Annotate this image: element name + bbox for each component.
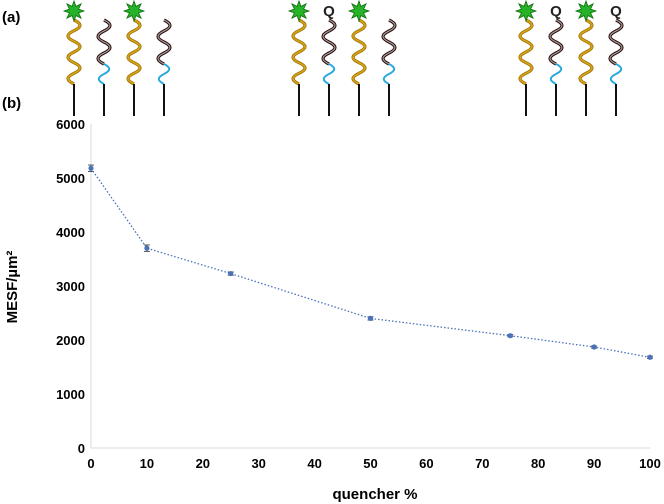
fluorophore-star-icon: [514, 0, 538, 23]
helix: [292, 19, 306, 85]
helix: [609, 19, 623, 65]
dna-strand-plain: [156, 18, 172, 116]
helix: [382, 19, 396, 65]
helix: [127, 19, 141, 85]
data-points: [88, 165, 653, 360]
quencher-label: Q: [610, 3, 622, 20]
line-chart: 0 1000 2000 3000 4000 5000 6000 0 10 20 30 40 50 60 7…: [4, 117, 661, 503]
helix: [67, 19, 81, 85]
strand-group: [62, 0, 172, 116]
helix: [352, 19, 366, 85]
error-bars: [88, 164, 653, 359]
dna-strand-fluor: [122, 0, 146, 116]
dna-strand-fluor: [574, 0, 598, 116]
data-point: [507, 333, 513, 339]
y-tick-label: 2000: [56, 333, 85, 348]
x-tick-label: 50: [363, 456, 377, 471]
quencher-label: Q: [550, 3, 562, 20]
helix: [549, 19, 563, 65]
helix: [322, 19, 336, 65]
spacer: [322, 63, 336, 85]
dna-strand-quencher: Q: [608, 3, 624, 116]
x-tick-label: 20: [196, 456, 210, 471]
y-tick-label: 3000: [56, 279, 85, 294]
data-point: [367, 315, 374, 321]
x-tick-label: 100: [639, 456, 661, 471]
fluorophore-star-icon: [62, 0, 86, 23]
y-tick-label: 6000: [56, 117, 85, 132]
helix: [579, 19, 593, 85]
spacer: [157, 63, 171, 85]
fluorophore-star-icon: [574, 0, 598, 23]
helix: [157, 19, 171, 65]
quencher-label: Q: [323, 3, 335, 20]
spacer: [549, 63, 563, 85]
spacer: [382, 63, 396, 85]
y-tick-label: 1000: [56, 387, 85, 402]
data-point: [647, 354, 653, 360]
x-tick-label: 0: [87, 456, 94, 471]
fluorophore-star-icon: [287, 0, 311, 23]
data-point: [144, 245, 150, 251]
x-tick-label: 40: [307, 456, 321, 471]
fluorophore-star-icon: [122, 0, 146, 23]
y-tick-label: 5000: [56, 171, 85, 186]
data-point: [591, 344, 597, 350]
spacer: [609, 63, 623, 85]
x-axis-title: quencher %: [332, 486, 417, 503]
dna-strand-quencher: Q: [548, 3, 564, 116]
data-point: [228, 270, 234, 277]
y-tick-label: 0: [78, 441, 85, 456]
data-point: [88, 165, 94, 171]
dna-strand-fluor: [514, 0, 538, 116]
series-line: [90, 167, 651, 358]
dna-strand-quencher: Q: [321, 3, 337, 116]
x-tick-label: 30: [251, 456, 265, 471]
x-tick-label: 10: [140, 456, 154, 471]
x-tick-label: 60: [419, 456, 433, 471]
y-tick-labels: 0 1000 2000 3000 4000 5000 6000: [56, 117, 85, 456]
x-tick-label: 90: [587, 456, 601, 471]
dna-strand-plain: [96, 18, 112, 116]
x-tick-label: 80: [531, 456, 545, 471]
strand-group: Q: [287, 0, 397, 116]
helix: [519, 19, 533, 85]
y-axis-title: MESF/µm²: [4, 251, 21, 324]
helix: [97, 19, 111, 65]
dna-strand-plain: [381, 18, 397, 116]
y-tick-label: 4000: [56, 225, 85, 240]
x-tick-label: 70: [475, 456, 489, 471]
dna-strand-fluor: [287, 0, 311, 116]
fluorophore-star-icon: [347, 0, 371, 23]
x-tick-labels: 0 10 20 30 40 50 60 70 80 90 100: [87, 456, 660, 471]
spacer: [97, 63, 111, 85]
dna-strand-fluor: [347, 0, 371, 116]
panel-a-label: (a): [2, 9, 20, 26]
panel-b-label: (b): [2, 95, 21, 112]
dna-strand-fluor: [62, 0, 86, 116]
